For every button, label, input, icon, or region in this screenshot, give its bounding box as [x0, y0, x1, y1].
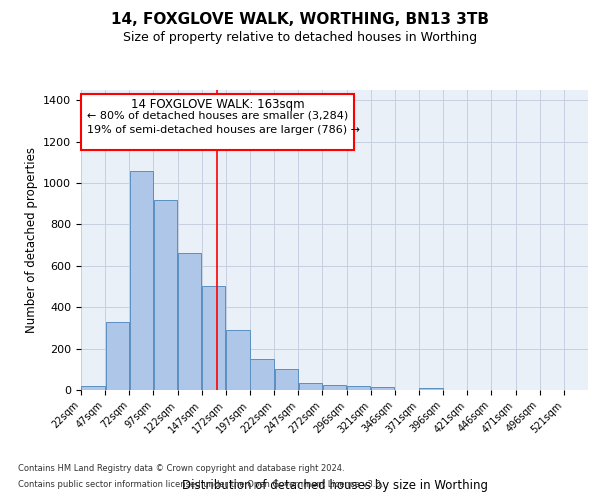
- Bar: [154, 200, 177, 390]
- Bar: [250, 359, 274, 390]
- Bar: [419, 388, 443, 390]
- Bar: [275, 370, 298, 390]
- Bar: [299, 383, 322, 390]
- Bar: [347, 386, 370, 390]
- Bar: [226, 330, 250, 390]
- Bar: [130, 170, 153, 390]
- Bar: [323, 385, 346, 390]
- Text: 19% of semi-detached houses are larger (786) →: 19% of semi-detached houses are larger (…: [87, 125, 360, 135]
- Bar: [106, 322, 129, 390]
- Text: ← 80% of detached houses are smaller (3,284): ← 80% of detached houses are smaller (3,…: [87, 110, 348, 120]
- Text: Contains HM Land Registry data © Crown copyright and database right 2024.: Contains HM Land Registry data © Crown c…: [18, 464, 344, 473]
- Text: Size of property relative to detached houses in Worthing: Size of property relative to detached ho…: [123, 31, 477, 44]
- Bar: [371, 387, 394, 390]
- Text: 14 FOXGLOVE WALK: 163sqm: 14 FOXGLOVE WALK: 163sqm: [131, 98, 304, 111]
- Text: 14, FOXGLOVE WALK, WORTHING, BN13 3TB: 14, FOXGLOVE WALK, WORTHING, BN13 3TB: [111, 12, 489, 28]
- X-axis label: Distribution of detached houses by size in Worthing: Distribution of detached houses by size …: [182, 479, 487, 492]
- Y-axis label: Number of detached properties: Number of detached properties: [25, 147, 38, 333]
- Text: Contains public sector information licensed under the Open Government Licence v3: Contains public sector information licen…: [18, 480, 383, 489]
- Bar: [178, 254, 202, 390]
- FancyBboxPatch shape: [81, 94, 354, 150]
- Bar: [82, 386, 105, 390]
- Bar: [202, 286, 226, 390]
